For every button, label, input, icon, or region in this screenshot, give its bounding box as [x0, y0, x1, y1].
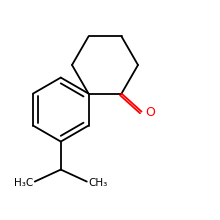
- Text: H₃C: H₃C: [14, 178, 33, 188]
- Text: CH₃: CH₃: [89, 178, 108, 188]
- Text: O: O: [145, 106, 155, 119]
